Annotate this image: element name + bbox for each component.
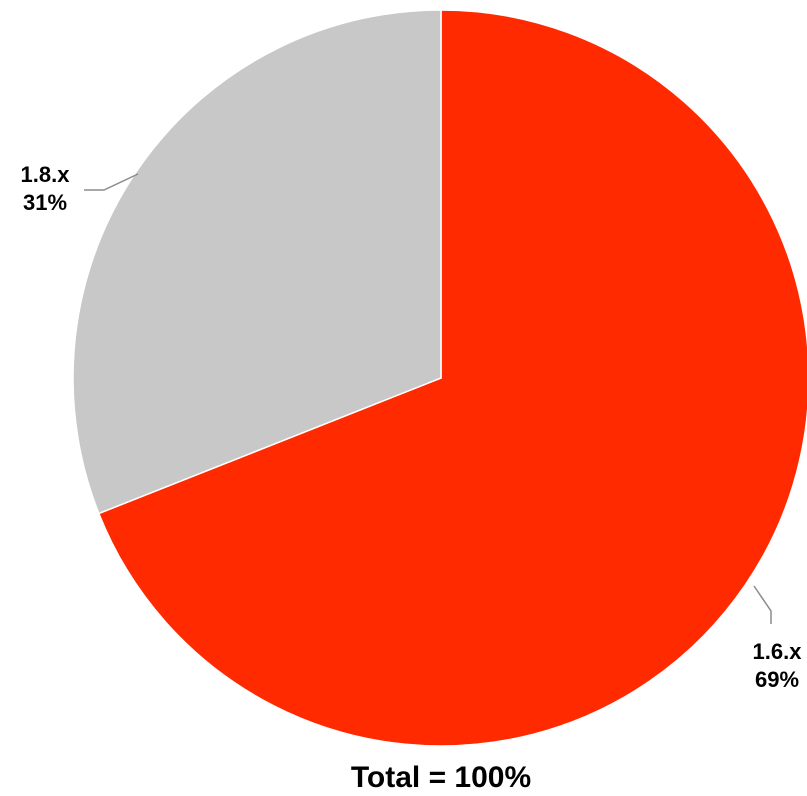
pie-slice-1-8-x [72,9,442,515]
slice-labels: 1.6.x 69% 1.8.x 31% [21,162,803,692]
slice-value-label: 69% [755,667,799,692]
pie-slices [72,9,807,747]
pie-slice-1-6-x [97,9,807,747]
slice-name-label: 1.8.x [21,162,71,187]
slice-name-label: 1.6.x [753,639,803,664]
leader-line-1-8-x [84,173,139,191]
total-label: Total = 100% [351,761,531,794]
slice-value-label: 31% [23,190,67,215]
leader-lines [84,173,772,624]
leader-line-1-6-x [753,585,772,624]
